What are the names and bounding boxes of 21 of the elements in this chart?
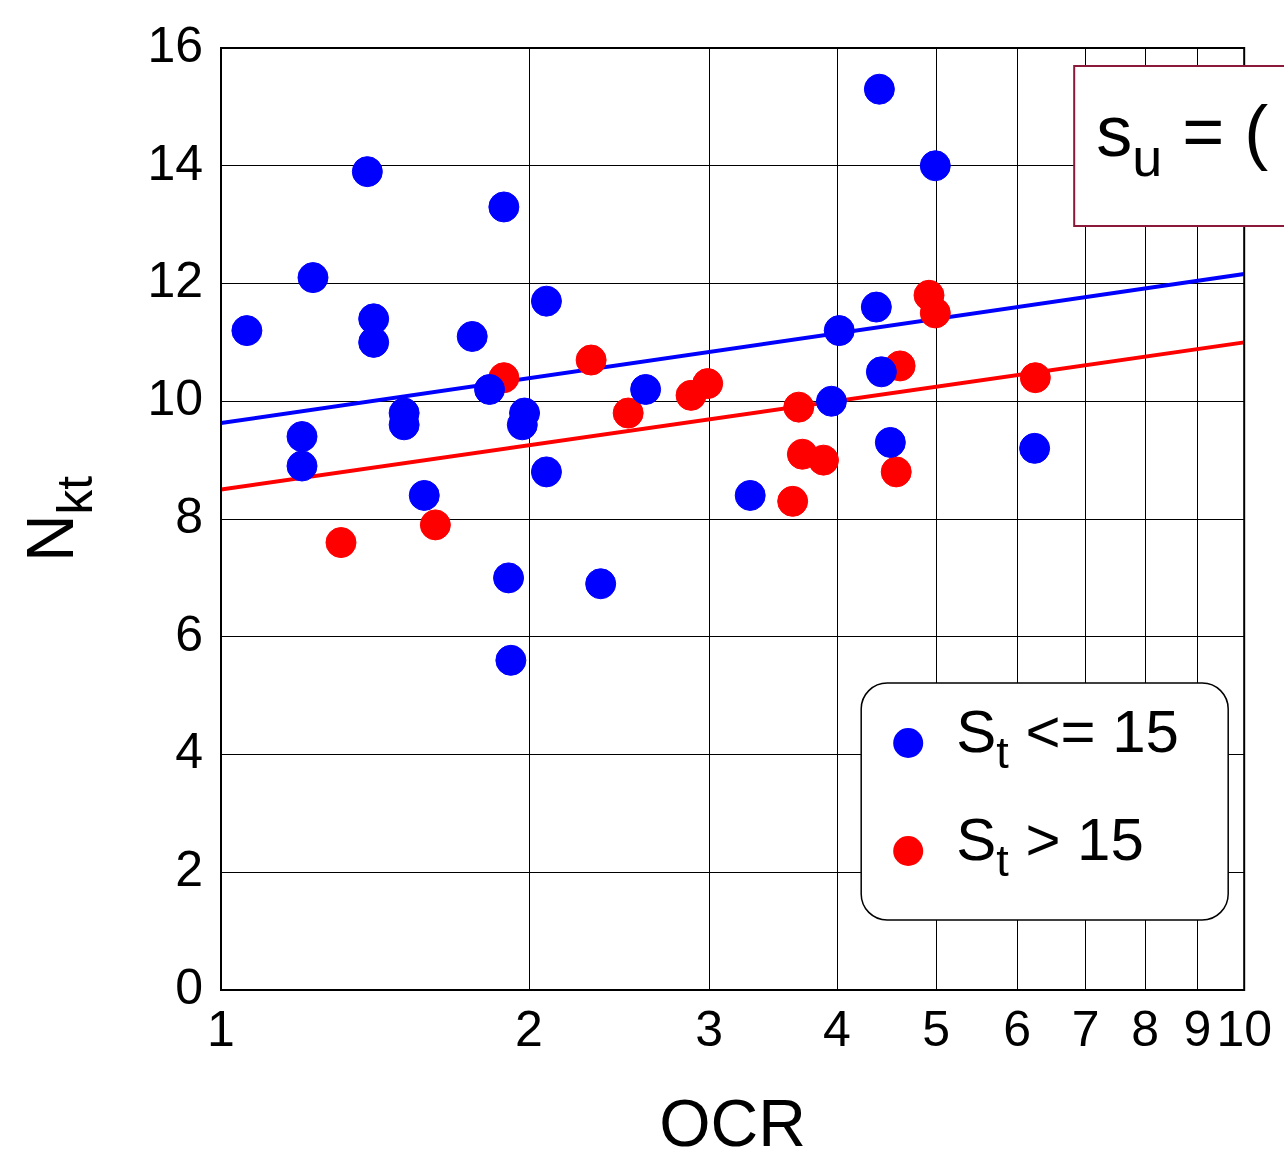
y-tick-label: 0: [175, 958, 203, 1015]
x-tick-label: 6: [1003, 1000, 1032, 1057]
y-axis-title: Nkt: [13, 475, 102, 563]
x-tick-label: 5: [922, 1000, 951, 1057]
x-tick-label: 3: [695, 1000, 724, 1057]
y-tick-label: 8: [175, 487, 203, 544]
x-tick-label: 2: [515, 1000, 543, 1057]
y-tick-label: 6: [175, 605, 203, 662]
y-tick-label: 2: [175, 841, 203, 898]
x-tick-label: 1: [207, 1000, 235, 1057]
y-tick-label: 12: [147, 252, 203, 309]
x-axis-title: OCR: [659, 1086, 806, 1161]
x-tick-label: 10: [1216, 1000, 1272, 1057]
x-tick-label: 8: [1131, 1000, 1159, 1057]
x-tick-label: 4: [823, 1000, 851, 1057]
y-tick-label: 14: [147, 134, 203, 191]
y-tick-label: 16: [147, 16, 203, 73]
y-tick-label: 10: [147, 370, 203, 427]
y-tick-label: 4: [175, 723, 203, 780]
x-tick-label: 7: [1071, 1000, 1100, 1057]
x-tick-label: 9: [1183, 1000, 1212, 1057]
